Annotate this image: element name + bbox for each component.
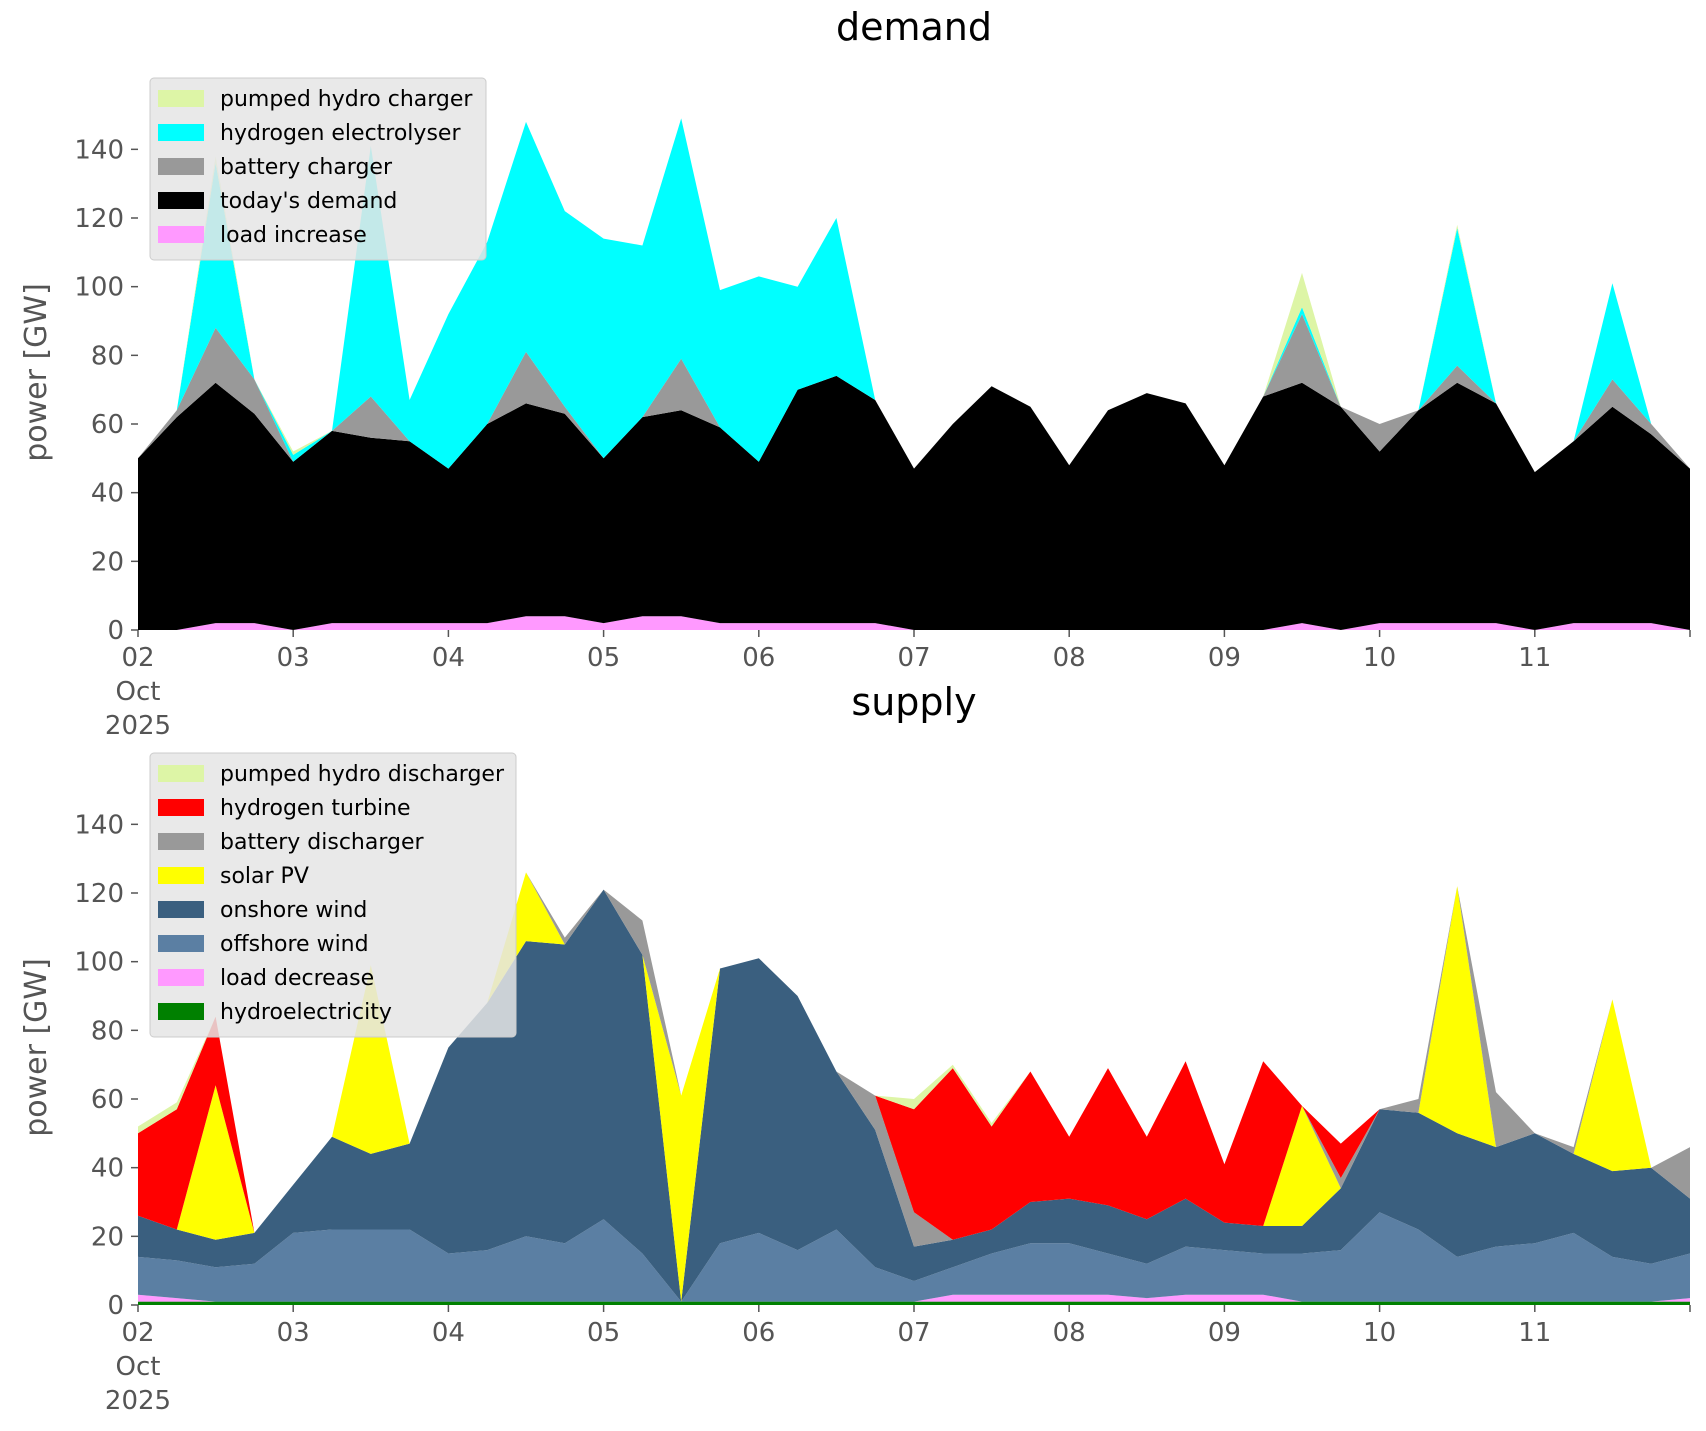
x-tick-label: 08 — [1053, 643, 1086, 673]
legend-swatch-battery-charger — [158, 158, 204, 175]
x-tick-sublabel: 2025 — [105, 1386, 171, 1416]
y-tick-label: 40 — [91, 479, 124, 509]
legend-label-today-s-demand: today's demand — [220, 189, 397, 214]
y-tick-label: 80 — [91, 1016, 124, 1046]
y-tick-label: 20 — [91, 547, 124, 577]
x-tick-label: 06 — [742, 643, 775, 673]
legend-swatch-hydrogen-electrolyser — [158, 124, 204, 141]
legend-box — [149, 77, 487, 261]
y-tick-label: 0 — [107, 1291, 124, 1321]
y-tick-label: 40 — [91, 1154, 124, 1184]
legend-label-offshore-wind: offshore wind — [220, 932, 369, 957]
x-tick-sublabel: Oct — [116, 677, 161, 707]
legend-swatch-hydrogen-turbine — [158, 799, 204, 816]
series-area-load-increase — [138, 616, 1690, 630]
legend-label-onshore-wind: onshore wind — [220, 898, 367, 923]
y-tick-label: 140 — [74, 135, 124, 165]
y-tick-label: 60 — [91, 1085, 124, 1115]
x-tick-label: 10 — [1363, 1318, 1396, 1348]
x-tick-label: 06 — [742, 1318, 775, 1348]
area-layers — [138, 872, 1690, 1305]
series-area-solar-pv — [138, 872, 1690, 1302]
y-tick-label: 80 — [91, 341, 124, 371]
legend-swatch-pumped-hydro-discharger — [158, 765, 204, 782]
x-tick-label: 04 — [432, 643, 465, 673]
y-tick-label: 140 — [74, 810, 124, 840]
legend-swatch-load-decrease — [158, 969, 204, 986]
chart-title: supply — [851, 680, 976, 724]
legend-label-battery-discharger: battery discharger — [220, 830, 425, 855]
y-tick-label: 100 — [74, 273, 124, 303]
y-tick-label: 100 — [74, 948, 124, 978]
series-area-battery-charger — [138, 314, 1690, 473]
legend-swatch-offshore-wind — [158, 935, 204, 952]
x-tick-label: 03 — [277, 643, 310, 673]
series-area-hydrogen-electrolyser — [138, 118, 1690, 473]
y-tick-label: 0 — [107, 616, 124, 646]
legend-label-pumped-hydro-charger: pumped hydro charger — [220, 87, 473, 112]
x-tick-label: 02 — [121, 643, 154, 673]
legend-swatch-load-increase — [158, 226, 204, 243]
x-tick-label: 02 — [121, 1318, 154, 1348]
legend: pumped hydro charger hydrogen electrolyse… — [149, 77, 487, 261]
y-tick-label: 120 — [74, 204, 124, 234]
series-area-onshore-wind — [138, 889, 1690, 1302]
x-tick-label: 11 — [1518, 1318, 1551, 1348]
legend-label-hydrogen-electrolyser: hydrogen electrolyser — [220, 121, 461, 146]
x-tick-sublabel: 2025 — [105, 711, 171, 741]
y-axis-label: power [GW] — [19, 283, 54, 462]
legend-label-solar-pv: solar PV — [220, 864, 309, 889]
x-tick-label: 05 — [587, 643, 620, 673]
legend-label-hydroelectricity: hydroelectricity — [220, 1000, 392, 1025]
area-layers — [138, 118, 1690, 630]
legend-box — [149, 752, 517, 1038]
x-tick-sublabel: Oct — [116, 1352, 161, 1382]
legend-label-pumped-hydro-discharger: pumped hydro discharger — [220, 762, 505, 787]
series-area-hydroelectricity — [138, 1301, 1690, 1305]
legend-swatch-solar-pv — [158, 867, 204, 884]
series-area-hydrogen-turbine — [138, 872, 1690, 1240]
x-tick-label: 07 — [897, 643, 930, 673]
x-tick-label: 05 — [587, 1318, 620, 1348]
legend-label-load-increase: load increase — [220, 223, 367, 248]
legend-label-battery-charger: battery charger — [220, 155, 393, 180]
legend-swatch-hydroelectricity — [158, 1003, 204, 1020]
legend-label-hydrogen-turbine: hydrogen turbine — [220, 796, 411, 821]
x-tick-label: 03 — [277, 1318, 310, 1348]
y-tick-label: 60 — [91, 410, 124, 440]
legend: pumped hydro discharger hydrogen turbine b… — [149, 752, 517, 1038]
x-tick-label: 09 — [1208, 1318, 1241, 1348]
x-tick-label: 09 — [1208, 643, 1241, 673]
y-tick-label: 120 — [74, 879, 124, 909]
legend-swatch-today-s-demand — [158, 192, 204, 209]
legend-swatch-onshore-wind — [158, 901, 204, 918]
x-tick-label: 11 — [1518, 643, 1551, 673]
x-tick-label: 04 — [432, 1318, 465, 1348]
y-axis-label: power [GW] — [19, 958, 54, 1137]
x-tick-label: 10 — [1363, 643, 1396, 673]
series-area-today-s-demand — [138, 375, 1690, 630]
x-tick-label: 07 — [897, 1318, 930, 1348]
x-tick-label: 08 — [1053, 1318, 1086, 1348]
chart-panel-demand: demand power [GW] 0 20 40 60 80 100 120 140 02 03 04… — [19, 5, 1691, 741]
chart-panel-supply: supply power [GW] 0 20 40 60 80 100 120 140 02 03 04… — [19, 680, 1691, 1416]
legend-swatch-battery-discharger — [158, 833, 204, 850]
series-area-offshore-wind — [138, 1212, 1690, 1302]
legend-label-load-decrease: load decrease — [220, 966, 374, 991]
y-tick-label: 20 — [91, 1222, 124, 1252]
chart-title: demand — [836, 5, 992, 49]
legend-swatch-pumped-hydro-charger — [158, 90, 204, 107]
